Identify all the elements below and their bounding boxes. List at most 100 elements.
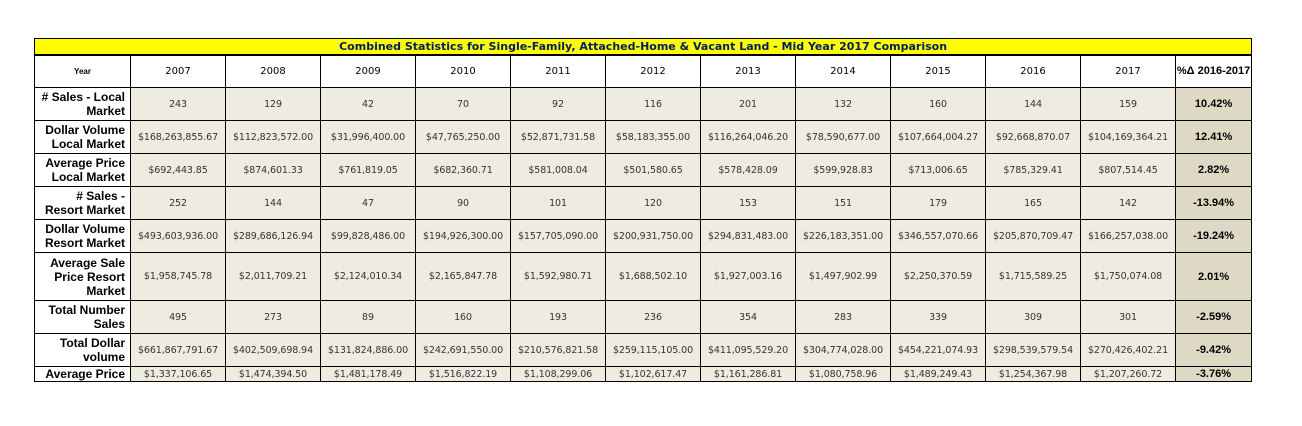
value-cell: $581,008.04 bbox=[510, 153, 606, 187]
value-cell: 236 bbox=[605, 300, 701, 334]
value-cell: $200,931,750.00 bbox=[605, 219, 701, 253]
year-column-header: 2014 bbox=[795, 54, 891, 88]
change-cell: 10.42% bbox=[1174, 87, 1253, 121]
year-column-header: 2009 bbox=[320, 54, 416, 88]
value-cell: 92 bbox=[510, 87, 606, 121]
change-header: %Δ 2016-2017 bbox=[1174, 54, 1253, 88]
value-cell: $210,576,821.58 bbox=[510, 333, 606, 367]
value-cell: $226,183,351.00 bbox=[795, 219, 891, 253]
value-cell: $298,539,579.54 bbox=[985, 333, 1081, 367]
value-cell: $116,264,046.20 bbox=[700, 120, 796, 154]
value-cell: $242,691,550.00 bbox=[415, 333, 511, 367]
value-cell: 144 bbox=[985, 87, 1081, 121]
value-cell: $194,926,300.00 bbox=[415, 219, 511, 253]
row-label: Average Sale Price Resort Market bbox=[34, 252, 131, 301]
value-cell: $1,489,249.43 bbox=[890, 366, 986, 382]
value-cell: 339 bbox=[890, 300, 986, 334]
value-cell: $493,603,936.00 bbox=[130, 219, 226, 253]
value-cell: $501,580.65 bbox=[605, 153, 701, 187]
year-column-header: 2011 bbox=[510, 54, 606, 88]
value-cell: 132 bbox=[795, 87, 891, 121]
statistics-table: Combined Statistics for Single-Family, A… bbox=[33, 38, 1253, 382]
value-cell: $807,514.45 bbox=[1080, 153, 1176, 187]
header-row: Year 2007 2008 2009 2010 2011 2012 2013 … bbox=[34, 54, 1253, 88]
value-cell: $107,664,004.27 bbox=[890, 120, 986, 154]
value-cell: 47 bbox=[320, 186, 416, 220]
value-cell: $599,928.83 bbox=[795, 153, 891, 187]
table-row: Average Sale Price Resort Market $1,958,7… bbox=[34, 252, 1253, 301]
value-cell: 90 bbox=[415, 186, 511, 220]
value-cell: 142 bbox=[1080, 186, 1176, 220]
value-cell: $104,169,364.21 bbox=[1080, 120, 1176, 154]
value-cell: $1,927,003.16 bbox=[700, 252, 796, 301]
value-cell: $2,011,709.21 bbox=[225, 252, 321, 301]
value-cell: 243 bbox=[130, 87, 226, 121]
row-label: Total Number Sales bbox=[34, 300, 131, 334]
value-cell: 120 bbox=[605, 186, 701, 220]
value-cell: $1,958,745.78 bbox=[130, 252, 226, 301]
value-cell: $166,257,038.00 bbox=[1080, 219, 1176, 253]
value-cell: $1,497,902.99 bbox=[795, 252, 891, 301]
table-row: Total Number Sales 495 273 89 160 193 236 354 28… bbox=[34, 300, 1253, 334]
value-cell: 153 bbox=[700, 186, 796, 220]
value-cell: $1,337,106.65 bbox=[130, 366, 226, 382]
year-column-header: 2015 bbox=[890, 54, 986, 88]
value-cell: $52,871,731.58 bbox=[510, 120, 606, 154]
value-cell: $1,715,589.25 bbox=[985, 252, 1081, 301]
row-label: Total Dollar volume bbox=[34, 333, 131, 367]
value-cell: $294,831,483.00 bbox=[700, 219, 796, 253]
value-cell: $578,428.09 bbox=[700, 153, 796, 187]
year-column-header: 2008 bbox=[225, 54, 321, 88]
change-cell: -3.76% bbox=[1174, 366, 1253, 382]
row-label: # Sales - Local Market bbox=[34, 87, 131, 121]
value-cell: $58,183,355.00 bbox=[605, 120, 701, 154]
value-cell: 101 bbox=[510, 186, 606, 220]
change-cell: -13.94% bbox=[1174, 186, 1253, 220]
value-cell: $205,870,709.47 bbox=[985, 219, 1081, 253]
year-column-header: 2013 bbox=[700, 54, 796, 88]
value-cell: 179 bbox=[890, 186, 986, 220]
value-cell: $289,686,126.94 bbox=[225, 219, 321, 253]
value-cell: $346,557,070.66 bbox=[890, 219, 986, 253]
value-cell: 129 bbox=[225, 87, 321, 121]
change-cell: -2.59% bbox=[1174, 300, 1253, 334]
value-cell: 201 bbox=[700, 87, 796, 121]
value-cell: $1,688,502.10 bbox=[605, 252, 701, 301]
value-cell: 116 bbox=[605, 87, 701, 121]
value-cell: $661,867,791.67 bbox=[130, 333, 226, 367]
row-label: Average Price bbox=[34, 366, 131, 382]
value-cell: $713,006.65 bbox=[890, 153, 986, 187]
table-row: Dollar Volume Local Market $168,263,855.6… bbox=[34, 120, 1253, 154]
value-cell: $157,705,090.00 bbox=[510, 219, 606, 253]
change-cell: 2.01% bbox=[1174, 252, 1253, 301]
table-title: Combined Statistics for Single-Family, A… bbox=[33, 38, 1253, 56]
value-cell: 89 bbox=[320, 300, 416, 334]
table-row: Average Price Local Market $692,443.85 $87… bbox=[34, 153, 1253, 187]
year-column-header: 2010 bbox=[415, 54, 511, 88]
year-column-header: 2007 bbox=[130, 54, 226, 88]
value-cell: $1,750,074.08 bbox=[1080, 252, 1176, 301]
value-cell: $1,207,260.72 bbox=[1080, 366, 1176, 382]
value-cell: $99,828,486.00 bbox=[320, 219, 416, 253]
value-cell: $131,824,886.00 bbox=[320, 333, 416, 367]
value-cell: $2,250,370.59 bbox=[890, 252, 986, 301]
table-row: # Sales - Resort Market 252 144 47 90 101 120 1… bbox=[34, 186, 1253, 220]
value-cell: $1,481,178.49 bbox=[320, 366, 416, 382]
value-cell: 252 bbox=[130, 186, 226, 220]
value-cell: $402,509,698.94 bbox=[225, 333, 321, 367]
value-cell: $1,592,980.71 bbox=[510, 252, 606, 301]
value-cell: 301 bbox=[1080, 300, 1176, 334]
value-cell: $2,124,010.34 bbox=[320, 252, 416, 301]
value-cell: $78,590,677.00 bbox=[795, 120, 891, 154]
value-cell: $31,996,400.00 bbox=[320, 120, 416, 154]
value-cell: $304,774,028.00 bbox=[795, 333, 891, 367]
value-cell: 160 bbox=[890, 87, 986, 121]
value-cell: 193 bbox=[510, 300, 606, 334]
value-cell: 283 bbox=[795, 300, 891, 334]
value-cell: 495 bbox=[130, 300, 226, 334]
value-cell: $2,165,847.78 bbox=[415, 252, 511, 301]
value-cell: 354 bbox=[700, 300, 796, 334]
value-cell: 165 bbox=[985, 186, 1081, 220]
year-header: Year bbox=[34, 54, 131, 88]
value-cell: $1,108,299.06 bbox=[510, 366, 606, 382]
